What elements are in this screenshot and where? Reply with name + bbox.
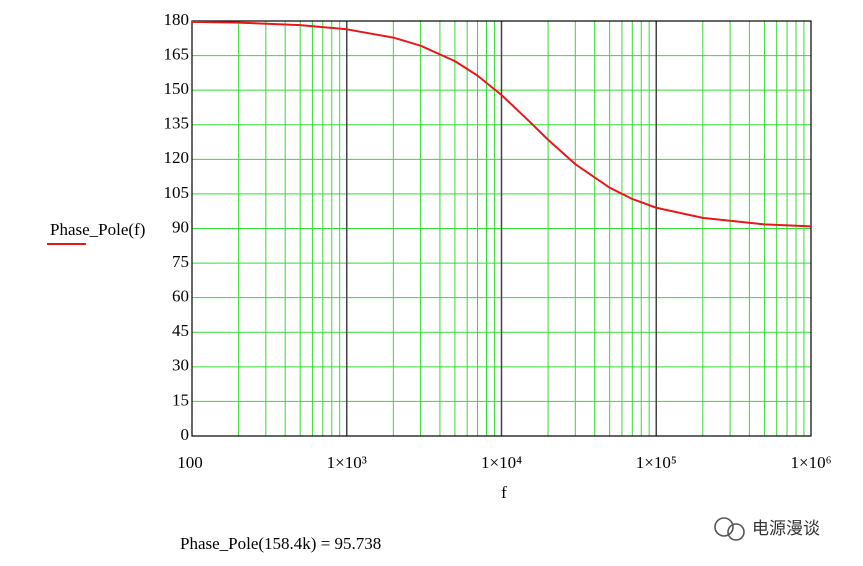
- annotation: Phase_Pole(158.4k) = 95.738: [180, 534, 381, 553]
- x-tick-label: 1×10⁵: [636, 453, 677, 472]
- y-tick-label: 45: [172, 321, 189, 340]
- legend-label: Phase_Pole(f): [50, 220, 145, 239]
- line-series: [191, 20, 812, 228]
- y-tick-label: 15: [172, 390, 189, 409]
- watermark: 电源漫谈: [752, 519, 820, 539]
- watermark-icon: [714, 517, 745, 541]
- y-tick-label: 75: [172, 252, 189, 271]
- y-tick-label: 30: [172, 356, 189, 375]
- y-tick-label: 165: [164, 44, 190, 63]
- x-tick-label: 1×10⁴: [481, 453, 522, 472]
- y-tick-label: 120: [164, 148, 190, 167]
- x-tick-label: 1×10³: [327, 453, 367, 472]
- y-tick-label: 135: [164, 114, 190, 133]
- x-tick-label: 100: [177, 453, 203, 472]
- x-axis-label: f: [501, 483, 507, 502]
- y-tick-label: 0: [181, 425, 190, 444]
- plot-frame: [191, 20, 812, 437]
- y-tick-label: 60: [172, 287, 189, 306]
- y-tick-label: 180: [164, 10, 190, 29]
- x-tick-label: 1×10⁶: [790, 453, 831, 472]
- y-tick-label: 90: [172, 217, 189, 236]
- y-tick-label: 105: [164, 183, 190, 202]
- y-tick-label: 150: [164, 79, 190, 98]
